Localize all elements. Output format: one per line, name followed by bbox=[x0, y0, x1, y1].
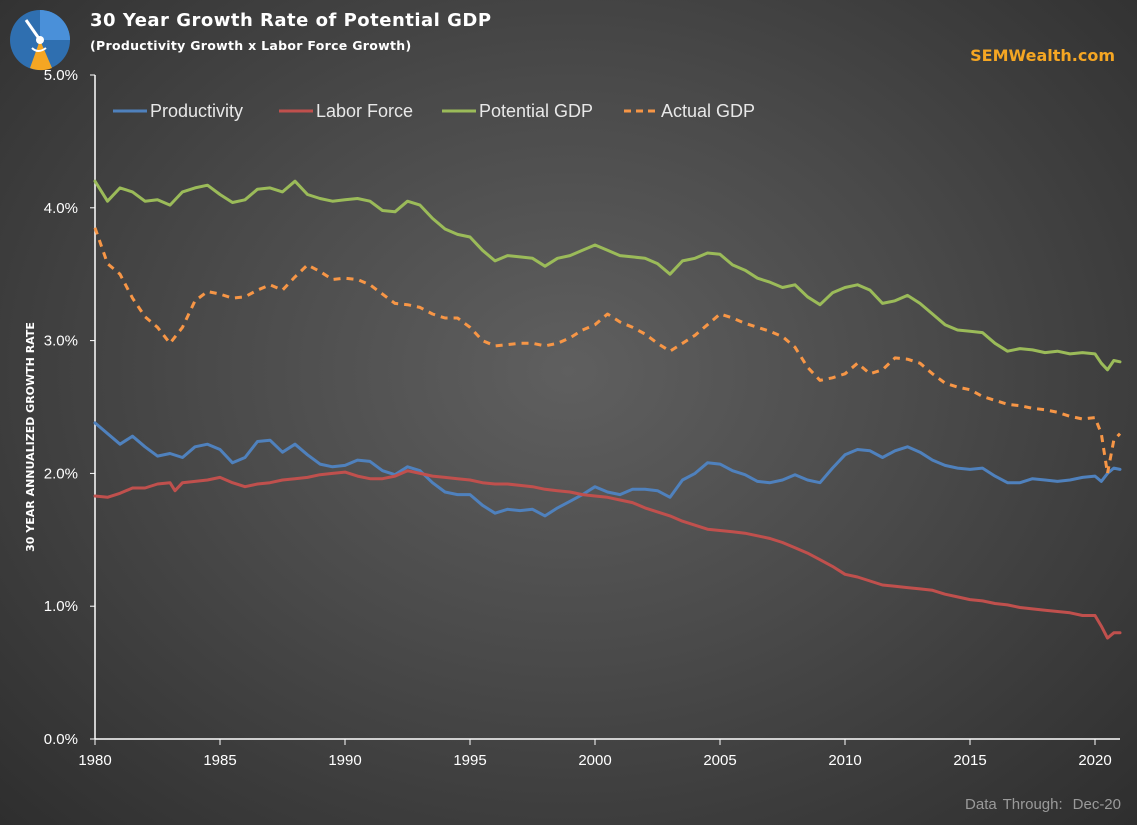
series-line-labor-force bbox=[93, 469, 1122, 640]
data-through-label: Data Through: bbox=[965, 796, 1063, 813]
series-line-productivity bbox=[93, 421, 1122, 518]
series-line-actual-gdp bbox=[93, 227, 1122, 475]
x-tick-label: 2020 bbox=[1078, 752, 1111, 769]
chart-subtitle: (Productivity Growth x Labor Force Growt… bbox=[90, 38, 412, 53]
series-layer bbox=[93, 179, 1122, 640]
legend-label-actual-gdp: Actual GDP bbox=[661, 101, 755, 121]
series-line-potential-gdp bbox=[93, 179, 1122, 372]
y-tick-label: 2.0% bbox=[44, 465, 78, 482]
chart-legend: Productivity Labor Force Potential GDP Actu… bbox=[113, 101, 755, 121]
x-tick-label: 1995 bbox=[453, 752, 486, 769]
x-tick-label: 1985 bbox=[203, 752, 236, 769]
chart-axes: 0.0% 1.0% 2.0% 3.0% 4.0% 5.0% 1980 1985 1990 1995… bbox=[24, 67, 1120, 769]
chart-title: 30 Year Growth Rate of Potential GDP bbox=[90, 10, 492, 31]
brand-label: SEMWealth.com bbox=[970, 46, 1115, 65]
x-tick-label: 2010 bbox=[828, 752, 861, 769]
x-tick-label: 2000 bbox=[578, 752, 611, 769]
y-tick-label: 1.0% bbox=[44, 598, 78, 615]
pie-gauge-logo-icon bbox=[10, 10, 70, 71]
x-tick-label: 2015 bbox=[953, 752, 986, 769]
x-tick-label: 1980 bbox=[78, 752, 111, 769]
y-tick-label: 5.0% bbox=[44, 67, 78, 84]
legend-label-potential-gdp: Potential GDP bbox=[479, 101, 593, 121]
x-tick-label: 1990 bbox=[328, 752, 361, 769]
x-tick-label: 2005 bbox=[703, 752, 736, 769]
y-tick-label: 0.0% bbox=[44, 731, 78, 748]
y-tick-label: 3.0% bbox=[44, 333, 78, 350]
data-through-note: Data Through: Dec-20 bbox=[965, 796, 1121, 813]
legend-label-productivity: Productivity bbox=[150, 101, 243, 121]
y-axis-label: 30 YEAR ANNUALIZED GROWTH RATE bbox=[24, 322, 37, 552]
legend-label-labor-force: Labor Force bbox=[316, 101, 413, 121]
y-tick-label: 4.0% bbox=[44, 200, 78, 217]
data-through-value: Dec-20 bbox=[1072, 796, 1121, 813]
